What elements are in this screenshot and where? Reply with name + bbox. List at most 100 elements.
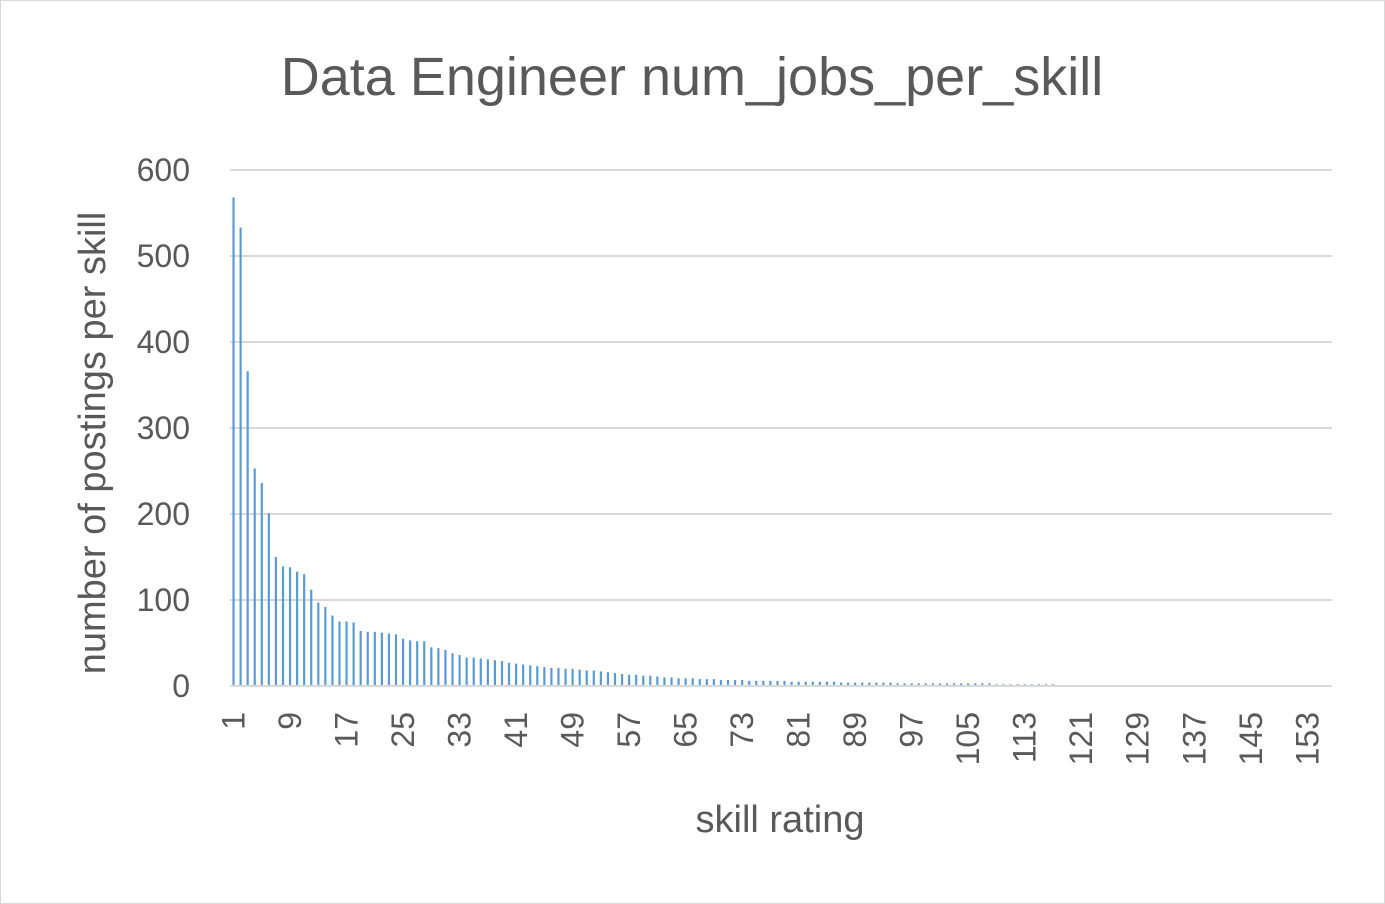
bar-42 <box>522 664 525 686</box>
bar-103 <box>952 683 956 686</box>
x-tick-labels: 1 9 17 25 33 41 49 57 65 73 81 89 97 105 113 121 129 137 1… <box>216 712 1326 765</box>
bar-71 <box>726 679 730 686</box>
bar-83 <box>811 681 814 686</box>
bar-2 <box>239 227 242 686</box>
bar-54 <box>606 672 610 686</box>
x-tick-label: 105 <box>950 712 986 765</box>
bar-72 <box>733 679 737 686</box>
bar-79 <box>783 680 786 686</box>
bar-20 <box>366 631 369 686</box>
x-tick-label: 1 <box>216 712 252 730</box>
bars <box>232 197 1330 686</box>
bar-90 <box>861 682 864 686</box>
x-tick-label: 137 <box>1176 712 1212 765</box>
x-tick-label: 73 <box>724 712 760 748</box>
bar-62 <box>663 677 666 686</box>
bar-18 <box>352 622 355 686</box>
x-tick-label: 9 <box>272 712 308 730</box>
bar-60 <box>649 675 652 686</box>
bar-11 <box>303 574 306 686</box>
bar-57 <box>628 674 631 686</box>
bar-73 <box>741 679 744 686</box>
bar-8 <box>281 566 285 686</box>
bar-32 <box>451 653 454 686</box>
bar-16 <box>338 621 341 686</box>
bar-31 <box>444 649 447 686</box>
bar-27 <box>416 641 419 686</box>
bar-37 <box>486 659 489 686</box>
bar-69 <box>712 679 715 686</box>
bar-7 <box>274 557 278 686</box>
bar-10 <box>296 571 299 686</box>
bar-40 <box>507 662 511 686</box>
bar-70 <box>719 679 723 686</box>
x-tick-label: 17 <box>329 712 365 748</box>
bar-105 <box>967 683 970 686</box>
bar-64 <box>677 678 680 686</box>
bar-34 <box>465 657 468 686</box>
chart-title: Data Engineer num_jobs_per_skill <box>281 47 1103 107</box>
bar-26 <box>409 640 412 686</box>
bar-67 <box>698 679 701 686</box>
x-tick-label: 89 <box>837 712 873 748</box>
bar-29 <box>430 647 433 686</box>
y-tick-label: 300 <box>137 410 190 446</box>
bar-75 <box>755 680 758 686</box>
bar-100 <box>931 683 934 686</box>
bar-91 <box>868 682 871 686</box>
bar-81 <box>797 681 800 686</box>
y-tick-labels: 0 100 200 300 400 500 600 <box>137 152 190 704</box>
bar-4 <box>253 468 256 686</box>
bar-30 <box>437 648 440 686</box>
bar-28 <box>423 641 426 686</box>
bar-19 <box>359 630 362 686</box>
bar-6 <box>267 513 270 686</box>
bar-68 <box>705 679 708 686</box>
bar-106 <box>974 683 977 686</box>
bar-9 <box>288 567 292 686</box>
x-tick-label: 153 <box>1289 712 1325 765</box>
bar-41 <box>514 663 518 686</box>
bar-94 <box>889 682 892 686</box>
bar-84 <box>818 681 821 686</box>
bar-101 <box>938 683 942 686</box>
bar-22 <box>380 632 383 686</box>
bar-89 <box>854 682 857 686</box>
bar-96 <box>903 683 906 686</box>
bar-21 <box>373 631 376 686</box>
bar-97 <box>910 683 913 686</box>
bar-87 <box>839 682 843 686</box>
bar-76 <box>762 680 765 686</box>
bar-86 <box>832 681 836 686</box>
gridlines <box>230 169 1332 601</box>
bar-92 <box>875 682 878 686</box>
bar-48 <box>564 668 567 686</box>
bar-93 <box>882 682 885 686</box>
bar-59 <box>642 675 645 686</box>
bar-15 <box>331 615 334 686</box>
x-tick-label: 25 <box>385 712 421 748</box>
y-axis-label: number of postings per skill <box>72 212 114 675</box>
bar-50 <box>578 669 581 686</box>
bar-88 <box>847 682 850 686</box>
y-tick-label: 600 <box>137 152 190 188</box>
x-tick-label: 113 <box>1007 712 1043 763</box>
bar-49 <box>571 668 574 686</box>
bar-44 <box>536 666 539 686</box>
bar-95 <box>896 683 899 686</box>
bar-78 <box>776 680 779 686</box>
bar-102 <box>945 683 949 686</box>
bar-61 <box>656 676 659 686</box>
bar-65 <box>684 678 687 686</box>
bar-107 <box>981 683 984 686</box>
x-tick-label: 41 <box>498 712 534 748</box>
x-tick-label: 129 <box>1120 712 1156 765</box>
bar-25 <box>401 638 405 686</box>
bar-1 <box>232 197 235 686</box>
bar-85 <box>825 681 829 686</box>
bar-53 <box>599 671 602 686</box>
bar-74 <box>748 680 751 686</box>
bar-108 <box>988 683 991 686</box>
bar-58 <box>635 674 638 686</box>
